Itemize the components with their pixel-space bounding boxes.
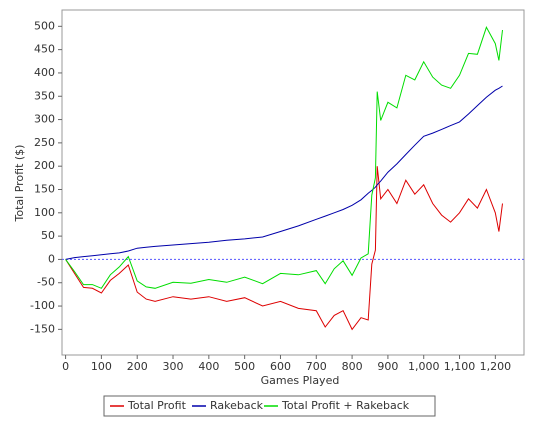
y-tick-label: 300 bbox=[34, 113, 55, 126]
x-tick-label: 700 bbox=[306, 360, 327, 373]
legend-label: Total Profit + Rakeback bbox=[281, 399, 410, 412]
plot-area bbox=[61, 9, 525, 356]
y-tick-label: 50 bbox=[41, 229, 55, 242]
y-tick-label: 400 bbox=[34, 66, 55, 79]
x-tick-label: 300 bbox=[163, 360, 184, 373]
x-tick-label: 500 bbox=[234, 360, 255, 373]
x-tick-label: 100 bbox=[91, 360, 112, 373]
y-tick-label: 250 bbox=[34, 136, 55, 149]
x-tick-label: 200 bbox=[127, 360, 148, 373]
y-tick-label: 350 bbox=[34, 89, 55, 102]
y-tick-label: -100 bbox=[30, 299, 55, 312]
y-tick-label: 450 bbox=[34, 43, 55, 56]
x-tick-label: 1,200 bbox=[480, 360, 512, 373]
x-tick-label: 900 bbox=[377, 360, 398, 373]
series-line bbox=[65, 85, 503, 260]
y-tick-label: 200 bbox=[34, 159, 55, 172]
y-tick-label: -50 bbox=[37, 276, 55, 289]
y-tick-label: -150 bbox=[30, 322, 55, 335]
legend-label: Rakeback bbox=[210, 399, 264, 412]
x-tick-label: 600 bbox=[270, 360, 291, 373]
y-tick-label: 100 bbox=[34, 206, 55, 219]
x-tick-label: 0 bbox=[62, 360, 69, 373]
y-tick-label: 500 bbox=[34, 19, 55, 32]
x-tick-label: 1,000 bbox=[408, 360, 440, 373]
y-axis-label: Total Profit ($) bbox=[13, 145, 26, 223]
x-tick-label: 1,100 bbox=[444, 360, 476, 373]
y-tick-label: 0 bbox=[48, 252, 55, 265]
x-tick-label: 400 bbox=[198, 360, 219, 373]
y-tick-label: 150 bbox=[34, 182, 55, 195]
x-axis-label: Games Played bbox=[261, 374, 340, 387]
series-line bbox=[65, 166, 503, 331]
series-line bbox=[65, 26, 503, 289]
legend-label: Total Profit bbox=[127, 399, 187, 412]
x-tick-label: 800 bbox=[342, 360, 363, 373]
